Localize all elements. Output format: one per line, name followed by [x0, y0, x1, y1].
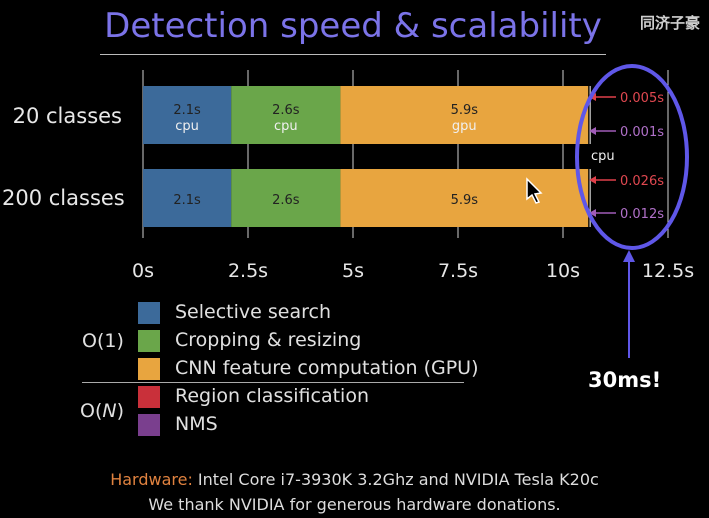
legend-swatch-region: [138, 386, 160, 408]
bar-segment: [143, 169, 232, 227]
annotation-arrowhead: [589, 127, 596, 135]
annotation-value: 0.012s: [620, 207, 664, 222]
x-tick-label: 12.5s: [642, 260, 694, 282]
row-label-200-classes: 200 classes: [2, 186, 125, 210]
legend-label-selective-search: Selective search: [175, 301, 331, 323]
tail-annotations: 0.005s 0.001s 0.026s 0.012s cpu: [589, 91, 664, 222]
data-sublabel: cpu: [274, 119, 298, 134]
x-tick-label: 10s: [546, 260, 580, 282]
bar-segment: [340, 169, 589, 227]
legend-label-region: Region classification: [175, 385, 369, 407]
legend-swatch-nms: [138, 414, 160, 436]
legend-label-nms: NMS: [175, 413, 218, 435]
annotation-arrowhead: [589, 176, 596, 184]
data-label: 2.1s: [173, 193, 201, 208]
data-label: 5.9s: [451, 193, 479, 208]
bar-segment: [231, 86, 341, 144]
callout-arrow: [623, 250, 635, 358]
annotation-arrowhead: [589, 209, 596, 217]
x-tick-label: 2.5s: [228, 260, 268, 282]
row-label-20-classes: 20 classes: [12, 104, 122, 128]
mouse-cursor-icon: [526, 177, 543, 204]
annotation-value: 0.001s: [620, 125, 664, 140]
tail-note-cpu: cpu: [591, 149, 615, 164]
x-tick-label: 7.5s: [438, 260, 478, 282]
footer-thanks: We thank NVIDIA for generous hardware do…: [148, 495, 561, 514]
slide-title: Detection speed & scalability: [104, 6, 602, 46]
bar-segment: [143, 86, 232, 144]
data-sublabel: cpu: [175, 119, 199, 134]
annotation-value: 0.005s: [620, 91, 664, 106]
data-label: 5.9s: [451, 103, 479, 118]
watermark: 同济子豪: [640, 14, 701, 32]
footer-hardware: Hardware: Intel Core i7-3930K 3.2Ghz and…: [110, 470, 599, 489]
data-label: 2.6s: [272, 103, 300, 118]
highlight-circle: [575, 64, 689, 250]
data-label: 2.1s: [173, 103, 201, 118]
complexity-constant-label: O(1): [82, 330, 124, 352]
legend-swatch-selective-search: [138, 302, 160, 324]
speed-callout: 30ms!: [588, 368, 662, 392]
data-sublabel: gpu: [452, 119, 477, 134]
title-underline: [100, 54, 606, 55]
bar-segment: [231, 169, 341, 227]
data-label: 2.6s: [272, 193, 300, 208]
legend-label-cnn: CNN feature computation (GPU): [175, 357, 479, 379]
x-tick-label: 5s: [342, 260, 364, 282]
stacked-bar-chart: 0s 2.5s 5s 7.5s 10s 12.5s 2.1scpu2.6scpu5.9sg…: [132, 64, 694, 282]
legend-swatch-cnn: [138, 358, 160, 380]
x-tick-label: 0s: [132, 260, 154, 282]
legend-label-cropping: Cropping & resizing: [175, 329, 362, 351]
complexity-divider: [82, 382, 464, 383]
bar-segment: [340, 86, 589, 144]
legend-swatch-cropping: [138, 330, 160, 352]
annotation-value: 0.026s: [620, 174, 664, 189]
complexity-linear-label: O(N): [80, 400, 125, 422]
